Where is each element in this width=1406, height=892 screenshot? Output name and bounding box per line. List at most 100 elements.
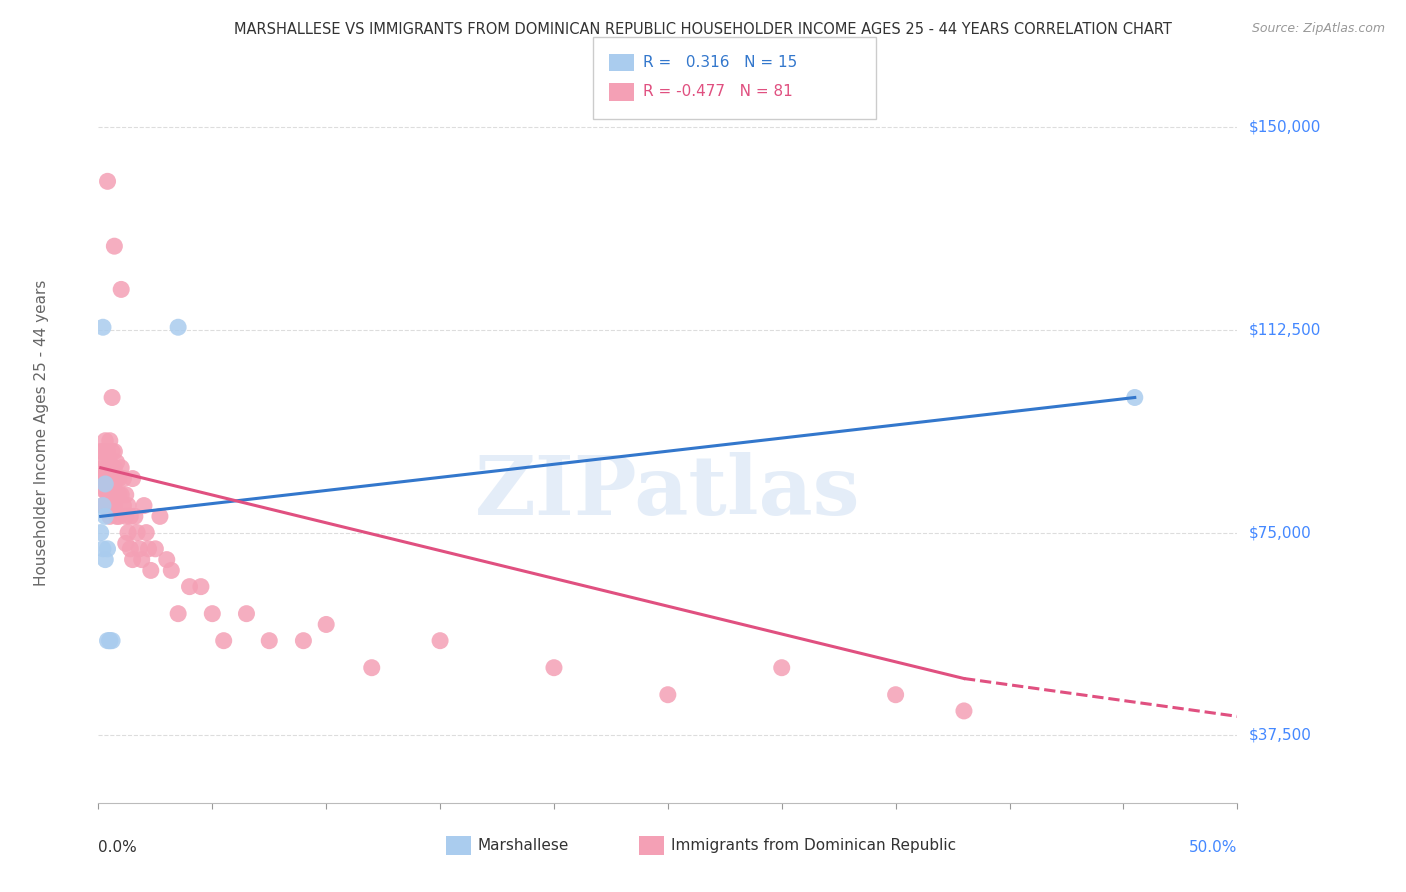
Point [360,661,382,675]
Point [108,488,131,502]
Point [105,488,128,502]
Text: 50.0%: 50.0% [1189,840,1237,855]
Point [201,607,224,621]
Point [179,580,201,594]
Point [90,471,112,485]
Point [138,541,160,556]
Point [101,391,124,405]
Point [98,633,121,648]
Point [98,488,121,502]
Point [315,617,337,632]
Point [953,704,976,718]
Text: $150,000: $150,000 [1249,120,1320,135]
Point [101,444,124,458]
Point [94,552,117,566]
Point [131,552,153,566]
Point [212,633,235,648]
Point [94,509,117,524]
Point [91,320,114,334]
Point [94,455,117,469]
Text: $37,500: $37,500 [1249,728,1312,743]
Point [90,525,112,540]
Point [91,499,114,513]
Point [96,633,118,648]
Point [543,661,565,675]
Point [103,483,125,497]
Point [110,488,132,502]
Point [91,444,114,458]
Point [145,541,167,556]
Text: Immigrants from Dominican Republic: Immigrants from Dominican Republic [671,838,956,854]
Point [96,488,118,502]
Point [101,460,124,475]
Point [114,509,136,524]
Point [96,460,118,475]
Point [124,509,146,524]
Point [156,552,179,566]
Point [105,509,128,524]
Text: ZIPatlas: ZIPatlas [475,452,860,532]
Point [770,661,793,675]
Point [160,563,183,577]
Point [105,455,128,469]
Point [128,541,150,556]
Point [657,688,679,702]
Point [108,471,131,485]
Point [94,477,117,491]
Text: R =   0.316   N = 15: R = 0.316 N = 15 [643,55,797,70]
Point [139,563,162,577]
Point [108,509,131,524]
Point [110,282,132,296]
Text: Marshallese: Marshallese [478,838,569,854]
Point [101,499,124,513]
Point [91,541,114,556]
Point [132,499,155,513]
Point [114,488,136,502]
Point [98,509,121,524]
Point [292,633,315,648]
Point [235,607,257,621]
Point [112,499,135,513]
Point [190,580,212,594]
Point [120,541,142,556]
Point [149,509,172,524]
Point [90,444,112,458]
Point [98,633,121,648]
Point [94,466,117,480]
Point [94,499,117,513]
Point [96,174,118,188]
Point [103,499,125,513]
Point [167,607,190,621]
Point [91,460,114,475]
Text: $75,000: $75,000 [1249,525,1312,540]
Point [167,320,190,334]
Point [91,483,114,497]
Point [98,434,121,448]
Point [98,455,121,469]
Point [96,499,118,513]
Point [117,499,139,513]
Point [114,536,136,550]
Point [103,444,125,458]
Point [120,509,142,524]
Point [101,483,124,497]
Point [121,471,143,485]
Point [1123,391,1146,405]
Point [103,460,125,475]
Text: 0.0%: 0.0% [98,840,138,855]
Point [105,471,128,485]
Point [117,525,139,540]
Point [91,471,114,485]
Point [101,633,124,648]
Bar [446,836,471,855]
Text: Householder Income Ages 25 - 44 years: Householder Income Ages 25 - 44 years [34,279,49,586]
Text: Source: ZipAtlas.com: Source: ZipAtlas.com [1251,22,1385,36]
Bar [640,836,665,855]
Point [103,239,125,253]
Point [96,471,118,485]
Point [96,444,118,458]
Point [127,525,149,540]
Point [110,460,132,475]
Text: R = -0.477   N = 81: R = -0.477 N = 81 [643,85,793,99]
Point [94,483,117,497]
